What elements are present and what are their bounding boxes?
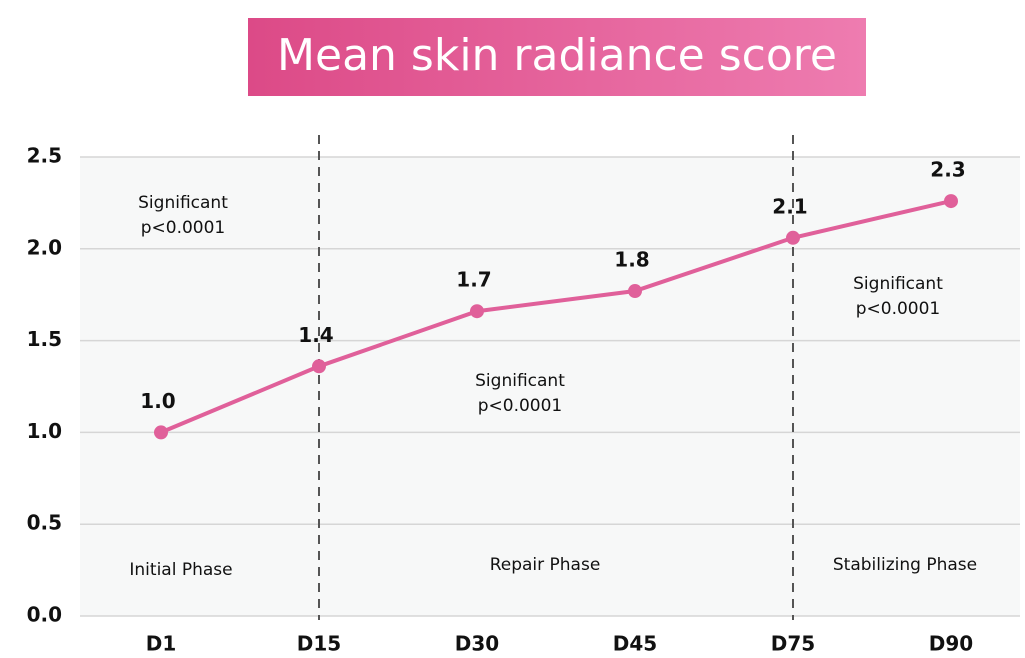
x-tick-label: D1 xyxy=(146,632,177,656)
y-tick-label: 2.0 xyxy=(27,235,62,259)
data-label: 1.4 xyxy=(298,323,333,347)
plot-background xyxy=(80,157,1020,616)
y-tick-label: 1.0 xyxy=(27,419,62,443)
x-tick-label: D15 xyxy=(297,632,341,656)
marker xyxy=(786,230,800,245)
x-tick-label: D75 xyxy=(771,632,815,656)
marker xyxy=(628,284,642,299)
annotation: Significant xyxy=(138,193,228,213)
annotation: p<0.0001 xyxy=(141,218,226,238)
marker xyxy=(154,425,168,440)
marker xyxy=(944,194,958,209)
data-label: 1.8 xyxy=(614,248,649,272)
y-tick-label: 0.0 xyxy=(27,603,62,627)
line xyxy=(160,199,952,435)
phase-label: Initial Phase xyxy=(129,560,232,580)
annotation: Significant xyxy=(475,371,565,391)
annotation: p<0.0001 xyxy=(856,299,941,319)
annotation: p<0.0001 xyxy=(478,396,563,416)
title-banner xyxy=(248,18,866,96)
marker xyxy=(470,304,484,319)
y-tick-label: 0.5 xyxy=(27,511,62,535)
annotation: Significant xyxy=(853,274,943,294)
data-label: 1.7 xyxy=(456,268,491,292)
phase-label: Repair Phase xyxy=(490,555,601,575)
y-tick-label: 1.5 xyxy=(27,327,62,351)
x-tick-label: D30 xyxy=(455,632,499,656)
data-label: 2.1 xyxy=(772,194,807,218)
chart-title: Mean skin radiance score xyxy=(277,30,837,81)
data-label: 2.3 xyxy=(930,158,965,182)
phase-label: Stabilizing Phase xyxy=(833,555,977,575)
y-tick-label: 2.5 xyxy=(27,144,62,168)
marker xyxy=(312,359,326,374)
data-label: 1.0 xyxy=(140,389,175,413)
x-tick-label: D45 xyxy=(613,632,657,656)
x-tick-label: D90 xyxy=(929,632,973,656)
